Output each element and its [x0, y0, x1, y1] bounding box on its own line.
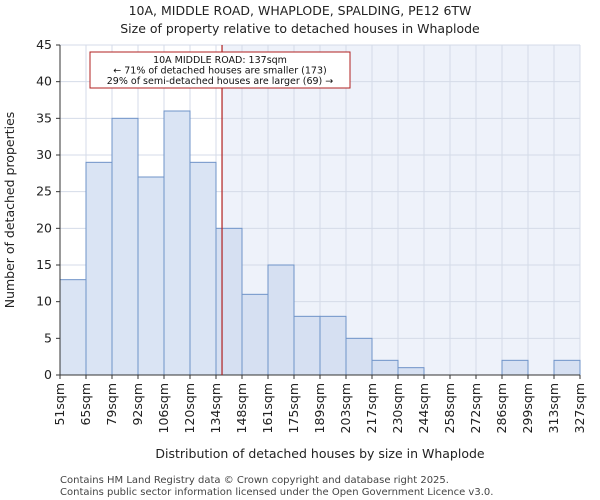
- chart-subtitle: Size of property relative to detached ho…: [120, 21, 480, 36]
- x-tick-label: 258sqm: [442, 383, 457, 433]
- y-tick-label: 15: [36, 257, 52, 272]
- x-tick-label: 230sqm: [390, 383, 405, 433]
- y-tick-label: 0: [44, 367, 52, 382]
- x-tick-label: 286sqm: [494, 383, 509, 433]
- x-tick-label: 134sqm: [208, 383, 223, 433]
- x-tick-label: 244sqm: [416, 383, 431, 433]
- x-tick-label: 313sqm: [546, 383, 561, 433]
- y-tick-label: 5: [44, 330, 52, 345]
- x-tick-label: 175sqm: [286, 383, 301, 433]
- x-tick-label: 189sqm: [312, 383, 327, 433]
- x-tick-label: 65sqm: [78, 383, 93, 426]
- y-tick-label: 25: [36, 184, 52, 199]
- x-tick-label: 92sqm: [130, 383, 145, 426]
- footer-line-2: Contains public sector information licen…: [60, 487, 493, 498]
- bar-65sqm: [85, 161, 113, 376]
- footer-line-1: Contains HM Land Registry data © Crown c…: [60, 475, 449, 486]
- bar-189sqm: [319, 315, 347, 376]
- bar-79sqm: [111, 117, 139, 376]
- y-tick-label: 35: [36, 110, 52, 125]
- x-tick-label: 148sqm: [234, 383, 249, 433]
- x-axis-label: Distribution of detached houses by size …: [155, 446, 484, 461]
- y-tick-label: 20: [36, 220, 52, 235]
- bar-217sqm: [371, 359, 399, 376]
- bar-134sqm: [215, 227, 243, 376]
- bar-230sqm: [397, 367, 425, 376]
- y-tick-label: 40: [36, 74, 52, 89]
- bar-106sqm: [163, 110, 191, 376]
- y-tick-label: 30: [36, 147, 52, 162]
- bar-286sqm: [501, 359, 529, 376]
- bar-148sqm: [241, 293, 269, 376]
- x-tick-label: 106sqm: [156, 383, 171, 433]
- bar-175sqm: [293, 315, 321, 376]
- x-tick-label: 203sqm: [338, 383, 353, 433]
- bar-203sqm: [345, 337, 373, 376]
- bar-120sqm: [189, 161, 217, 376]
- annotation-box: [89, 51, 351, 89]
- x-tick-label: 120sqm: [182, 383, 197, 433]
- x-tick-label: 299sqm: [520, 383, 535, 433]
- chart-title: 10A, MIDDLE ROAD, WHAPLODE, SPALDING, PE…: [129, 3, 472, 18]
- annotation-line-3: 29% of semi-detached houses are larger (…: [107, 76, 334, 87]
- bar-51sqm: [59, 279, 87, 376]
- y-tick-label: 45: [36, 37, 52, 52]
- x-tick-label: 161sqm: [260, 383, 275, 433]
- x-tick-label: 327sqm: [572, 383, 587, 433]
- bar-92sqm: [137, 176, 165, 376]
- y-axis-label: Number of detached properties: [2, 112, 17, 309]
- x-tick-label: 272sqm: [468, 383, 483, 433]
- y-tick-label: 10: [36, 294, 52, 309]
- x-tick-label: 51sqm: [52, 383, 67, 426]
- x-tick-label: 217sqm: [364, 383, 379, 433]
- plot-area: 0 5 10 15 20 25 30 35 40 45 51sqm 65sqm 79sqm 92sqm 10…: [36, 37, 587, 433]
- annotation-line-2: ← 71% of detached houses are smaller (17…: [113, 66, 326, 77]
- x-tick-label: 79sqm: [104, 383, 119, 426]
- bar-161sqm: [267, 264, 295, 376]
- bar-313sqm: [553, 359, 581, 376]
- annotation-line-1: 10A MIDDLE ROAD: 137sqm: [153, 55, 287, 66]
